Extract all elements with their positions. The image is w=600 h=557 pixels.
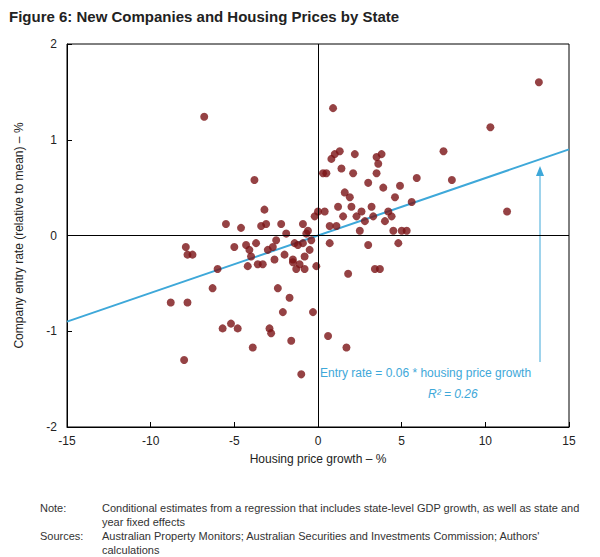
html-text:Australian Property Monitors;: Australian Property Monitors; Australian… [102,530,540,556]
svg-text:Company entry rate (relative t: Company entry rate (relative to mean) – … [12,122,26,348]
svg-text:-1: -1 [46,324,57,338]
svg-text:10: 10 [479,434,493,448]
svg-text:Housing price growth – %: Housing price growth – % [250,452,387,466]
svg-text:0: 0 [315,434,322,448]
svg-text:15: 15 [562,434,576,448]
svg-text:-2: -2 [46,420,57,434]
svg-text:2: 2 [50,37,57,51]
svg-text:-15: -15 [58,434,76,448]
html-text:Note:: Note: [40,502,67,514]
svg-text:Entry rate = 0.06 * housing pr: Entry rate = 0.06 * housing price growth [320,366,531,380]
html-text:Sources:: Sources: [40,530,84,542]
svg-text:Figure 6: New Companies and Ho: Figure 6: New Companies and Housing Pric… [9,8,399,25]
svg-text:R² = 0.26: R² = 0.26 [428,387,478,401]
svg-text:-5: -5 [229,434,240,448]
svg-text:-10: -10 [142,434,160,448]
svg-text:0: 0 [50,229,57,243]
svg-text:1: 1 [50,133,57,147]
svg-text:5: 5 [398,434,405,448]
html-text:Conditional estimates from a r: Conditional estimates from a regression … [102,502,580,528]
